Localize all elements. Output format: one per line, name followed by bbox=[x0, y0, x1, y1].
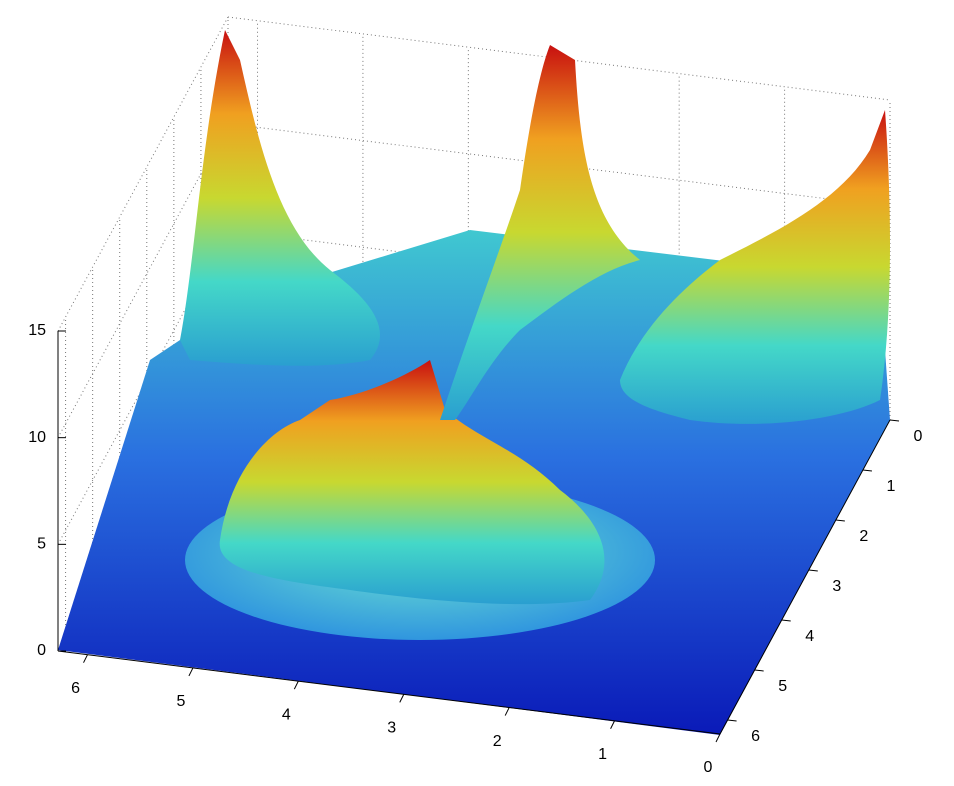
x-tick-label: 0 bbox=[704, 759, 713, 776]
x-tick bbox=[293, 680, 299, 690]
y-tick-label: 2 bbox=[859, 528, 868, 545]
y-tick bbox=[835, 519, 845, 522]
x-tick-label: 3 bbox=[387, 720, 396, 737]
x-tick-label: 4 bbox=[282, 706, 291, 723]
y-tick-label: 3 bbox=[832, 578, 841, 595]
y-tick bbox=[862, 469, 872, 472]
y-tick-label: 6 bbox=[751, 728, 760, 745]
x-tick bbox=[399, 694, 405, 703]
z-tick-label: 10 bbox=[28, 429, 46, 446]
y-tick bbox=[781, 619, 791, 622]
surface-peak bbox=[219, 360, 605, 605]
x-tick bbox=[715, 733, 721, 743]
x-tick bbox=[504, 707, 510, 716]
x-tick bbox=[83, 654, 88, 663]
y-tick bbox=[727, 719, 737, 722]
surface bbox=[58, 30, 890, 735]
axes: 0 5 10 15 0 1 2 3 4 5 6 0 1 2 3 4 5 6 bbox=[28, 322, 922, 776]
z-tick-label: 15 bbox=[28, 322, 46, 339]
z-tick-label: 5 bbox=[37, 536, 46, 553]
y-tick bbox=[808, 569, 818, 572]
x-tick bbox=[188, 667, 194, 677]
x-tick-label: 6 bbox=[71, 680, 80, 697]
y-tick-label: 1 bbox=[886, 478, 895, 495]
z-tick-label: 0 bbox=[37, 642, 46, 659]
y-tick bbox=[889, 419, 900, 422]
x-tick-label: 1 bbox=[598, 746, 607, 763]
y-tick-label: 4 bbox=[805, 628, 814, 645]
x-tick-label: 2 bbox=[493, 733, 502, 750]
x-axis bbox=[57, 650, 721, 735]
x-tick-label: 5 bbox=[176, 693, 185, 710]
surface-peak bbox=[620, 110, 890, 424]
x-tick bbox=[610, 720, 616, 730]
y-tick-label: 0 bbox=[914, 428, 923, 445]
y-tick bbox=[754, 669, 764, 672]
y-tick-label: 5 bbox=[778, 678, 787, 695]
surface-peak bbox=[440, 45, 640, 420]
y-axis bbox=[719, 419, 891, 735]
surface-peak bbox=[180, 30, 381, 366]
